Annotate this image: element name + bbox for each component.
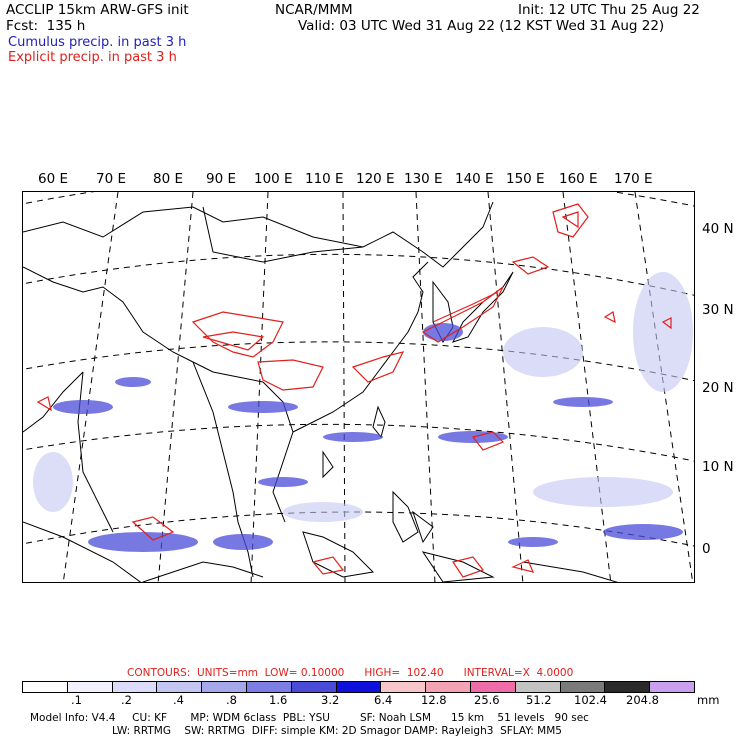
light-precip bbox=[33, 272, 693, 522]
colorbar-tick: 102.4 bbox=[574, 693, 607, 707]
graticule-lon bbox=[62, 192, 694, 582]
colorbar-swatch bbox=[560, 682, 606, 692]
colorbar-swatch bbox=[381, 682, 427, 692]
colorbar-tick: 25.6 bbox=[474, 693, 500, 707]
colorbar-tick: .8 bbox=[226, 693, 237, 707]
map-canvas bbox=[23, 192, 694, 582]
center-name: NCAR/MMM bbox=[275, 2, 353, 18]
colorbar-tick: 51.2 bbox=[526, 693, 552, 707]
colorbar-swatch bbox=[202, 682, 247, 692]
model-title: ACCLIP 15km ARW-GFS init bbox=[6, 2, 189, 18]
colorbar-tick: 12.8 bbox=[421, 693, 447, 707]
lat-label: 40 N bbox=[702, 221, 734, 237]
colorbar-tick: 6.4 bbox=[374, 693, 393, 707]
colorbar-swatch bbox=[246, 682, 292, 692]
lon-label: 120 E bbox=[356, 171, 395, 187]
colorbar bbox=[22, 681, 695, 693]
forecast-hour: Fcst: 135 h bbox=[6, 18, 86, 34]
lon-label: 160 E bbox=[559, 171, 598, 187]
explicit-precip bbox=[36, 203, 672, 578]
colorbar-swatch bbox=[112, 682, 158, 692]
cumulus-precip bbox=[53, 323, 683, 552]
colorbar-swatch bbox=[650, 682, 694, 692]
lon-label: 90 E bbox=[206, 171, 236, 187]
lon-label: 110 E bbox=[305, 171, 344, 187]
colorbar-swatch bbox=[23, 682, 68, 692]
model-info-line2: LW: RRTMG SW: RRTMG DIFF: simple KM: 2D … bbox=[112, 725, 562, 737]
lat-label: 30 N bbox=[702, 302, 734, 318]
lon-label: 130 E bbox=[404, 171, 443, 187]
colorbar-tick: .2 bbox=[121, 693, 132, 707]
lat-label: 10 N bbox=[702, 459, 734, 475]
lon-label: 60 E bbox=[38, 171, 68, 187]
colorbar-swatch bbox=[515, 682, 561, 692]
init-time: Init: 12 UTC Thu 25 Aug 22 bbox=[518, 2, 700, 18]
legend-cumulus: Cumulus precip. in past 3 h bbox=[8, 35, 187, 50]
colorbar-tick: 3.2 bbox=[321, 693, 340, 707]
colorbar-swatch bbox=[470, 682, 516, 692]
lat-label: 0 bbox=[702, 541, 711, 557]
colorbar-swatch bbox=[336, 682, 382, 692]
colorbar-swatch bbox=[67, 682, 113, 692]
contours-info: CONTOURS: UNITS=mm LOW= 0.10000 HIGH= 10… bbox=[127, 667, 574, 679]
lon-label: 80 E bbox=[153, 171, 183, 187]
lon-label: 100 E bbox=[254, 171, 293, 187]
colorbar-swatch bbox=[605, 682, 651, 692]
lon-label: 170 E bbox=[614, 171, 653, 187]
colorbar-tick: 1.6 bbox=[269, 693, 288, 707]
model-info-line1: Model Info: V4.4 CU: KF MP: WDM 6class P… bbox=[30, 712, 589, 724]
precip-map bbox=[22, 191, 695, 583]
colorbar-tick: 204.8 bbox=[626, 693, 659, 707]
colorbar-tick: .1 bbox=[71, 693, 82, 707]
colorbar-tick: .4 bbox=[173, 693, 184, 707]
colorbar-swatch bbox=[157, 682, 203, 692]
lon-label: 140 E bbox=[455, 171, 494, 187]
coastlines bbox=[23, 201, 619, 582]
legend-explicit: Explicit precip. in past 3 h bbox=[8, 50, 177, 65]
colorbar-swatch bbox=[426, 682, 471, 692]
valid-time: Valid: 03 UTC Wed 31 Aug 22 (12 KST Wed … bbox=[298, 18, 665, 34]
lat-label: 20 N bbox=[702, 380, 734, 396]
lon-label: 70 E bbox=[96, 171, 126, 187]
colorbar-swatch bbox=[291, 682, 337, 692]
lon-label: 150 E bbox=[506, 171, 545, 187]
colorbar-unit: mm bbox=[697, 693, 720, 707]
